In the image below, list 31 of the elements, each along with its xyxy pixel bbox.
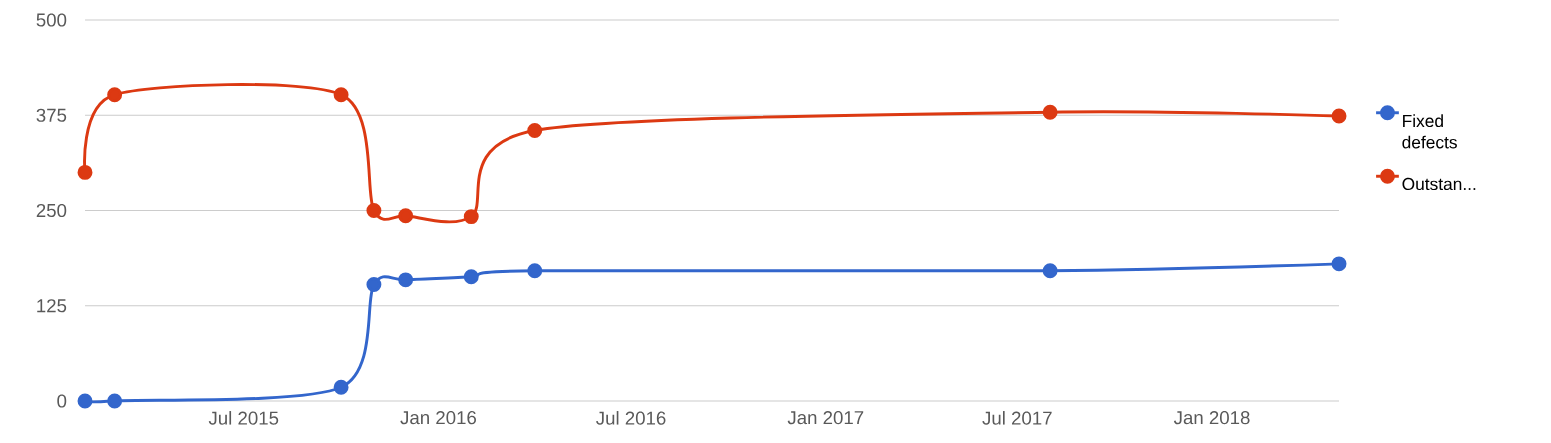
x-tick-label: Jan 2017	[787, 411, 864, 425]
legend-label: Fixed defects	[1402, 114, 1457, 149]
point	[77, 393, 93, 409]
point	[333, 379, 349, 395]
legend-label: Outstan...	[1402, 177, 1476, 191]
point	[463, 209, 479, 225]
point	[77, 164, 93, 180]
point	[398, 272, 414, 288]
point	[107, 393, 123, 409]
point	[463, 269, 479, 285]
y-tick-label: 125	[37, 299, 67, 313]
point	[366, 276, 382, 292]
x-tick-label: Jul 2017	[982, 411, 1052, 425]
point	[366, 203, 382, 218]
point	[527, 263, 543, 279]
point	[527, 123, 543, 138]
x-tick-label: Jan 2018	[1173, 411, 1250, 425]
point	[333, 87, 349, 103]
x-tick-label: Jul 2015	[208, 411, 279, 425]
point	[1331, 256, 1347, 272]
point	[107, 87, 123, 103]
point	[1042, 263, 1058, 279]
x-tick-label: Jan 2016	[400, 411, 477, 425]
y-tick-label: 0	[57, 394, 67, 408]
y-tick-label: 250	[36, 203, 67, 218]
point	[1042, 104, 1058, 120]
y-tick-label: 500	[36, 13, 67, 27]
point	[398, 208, 414, 224]
point	[1331, 108, 1347, 124]
y-tick-label: 375	[36, 108, 67, 122]
x-tick-label: Jul 2016	[596, 411, 666, 425]
